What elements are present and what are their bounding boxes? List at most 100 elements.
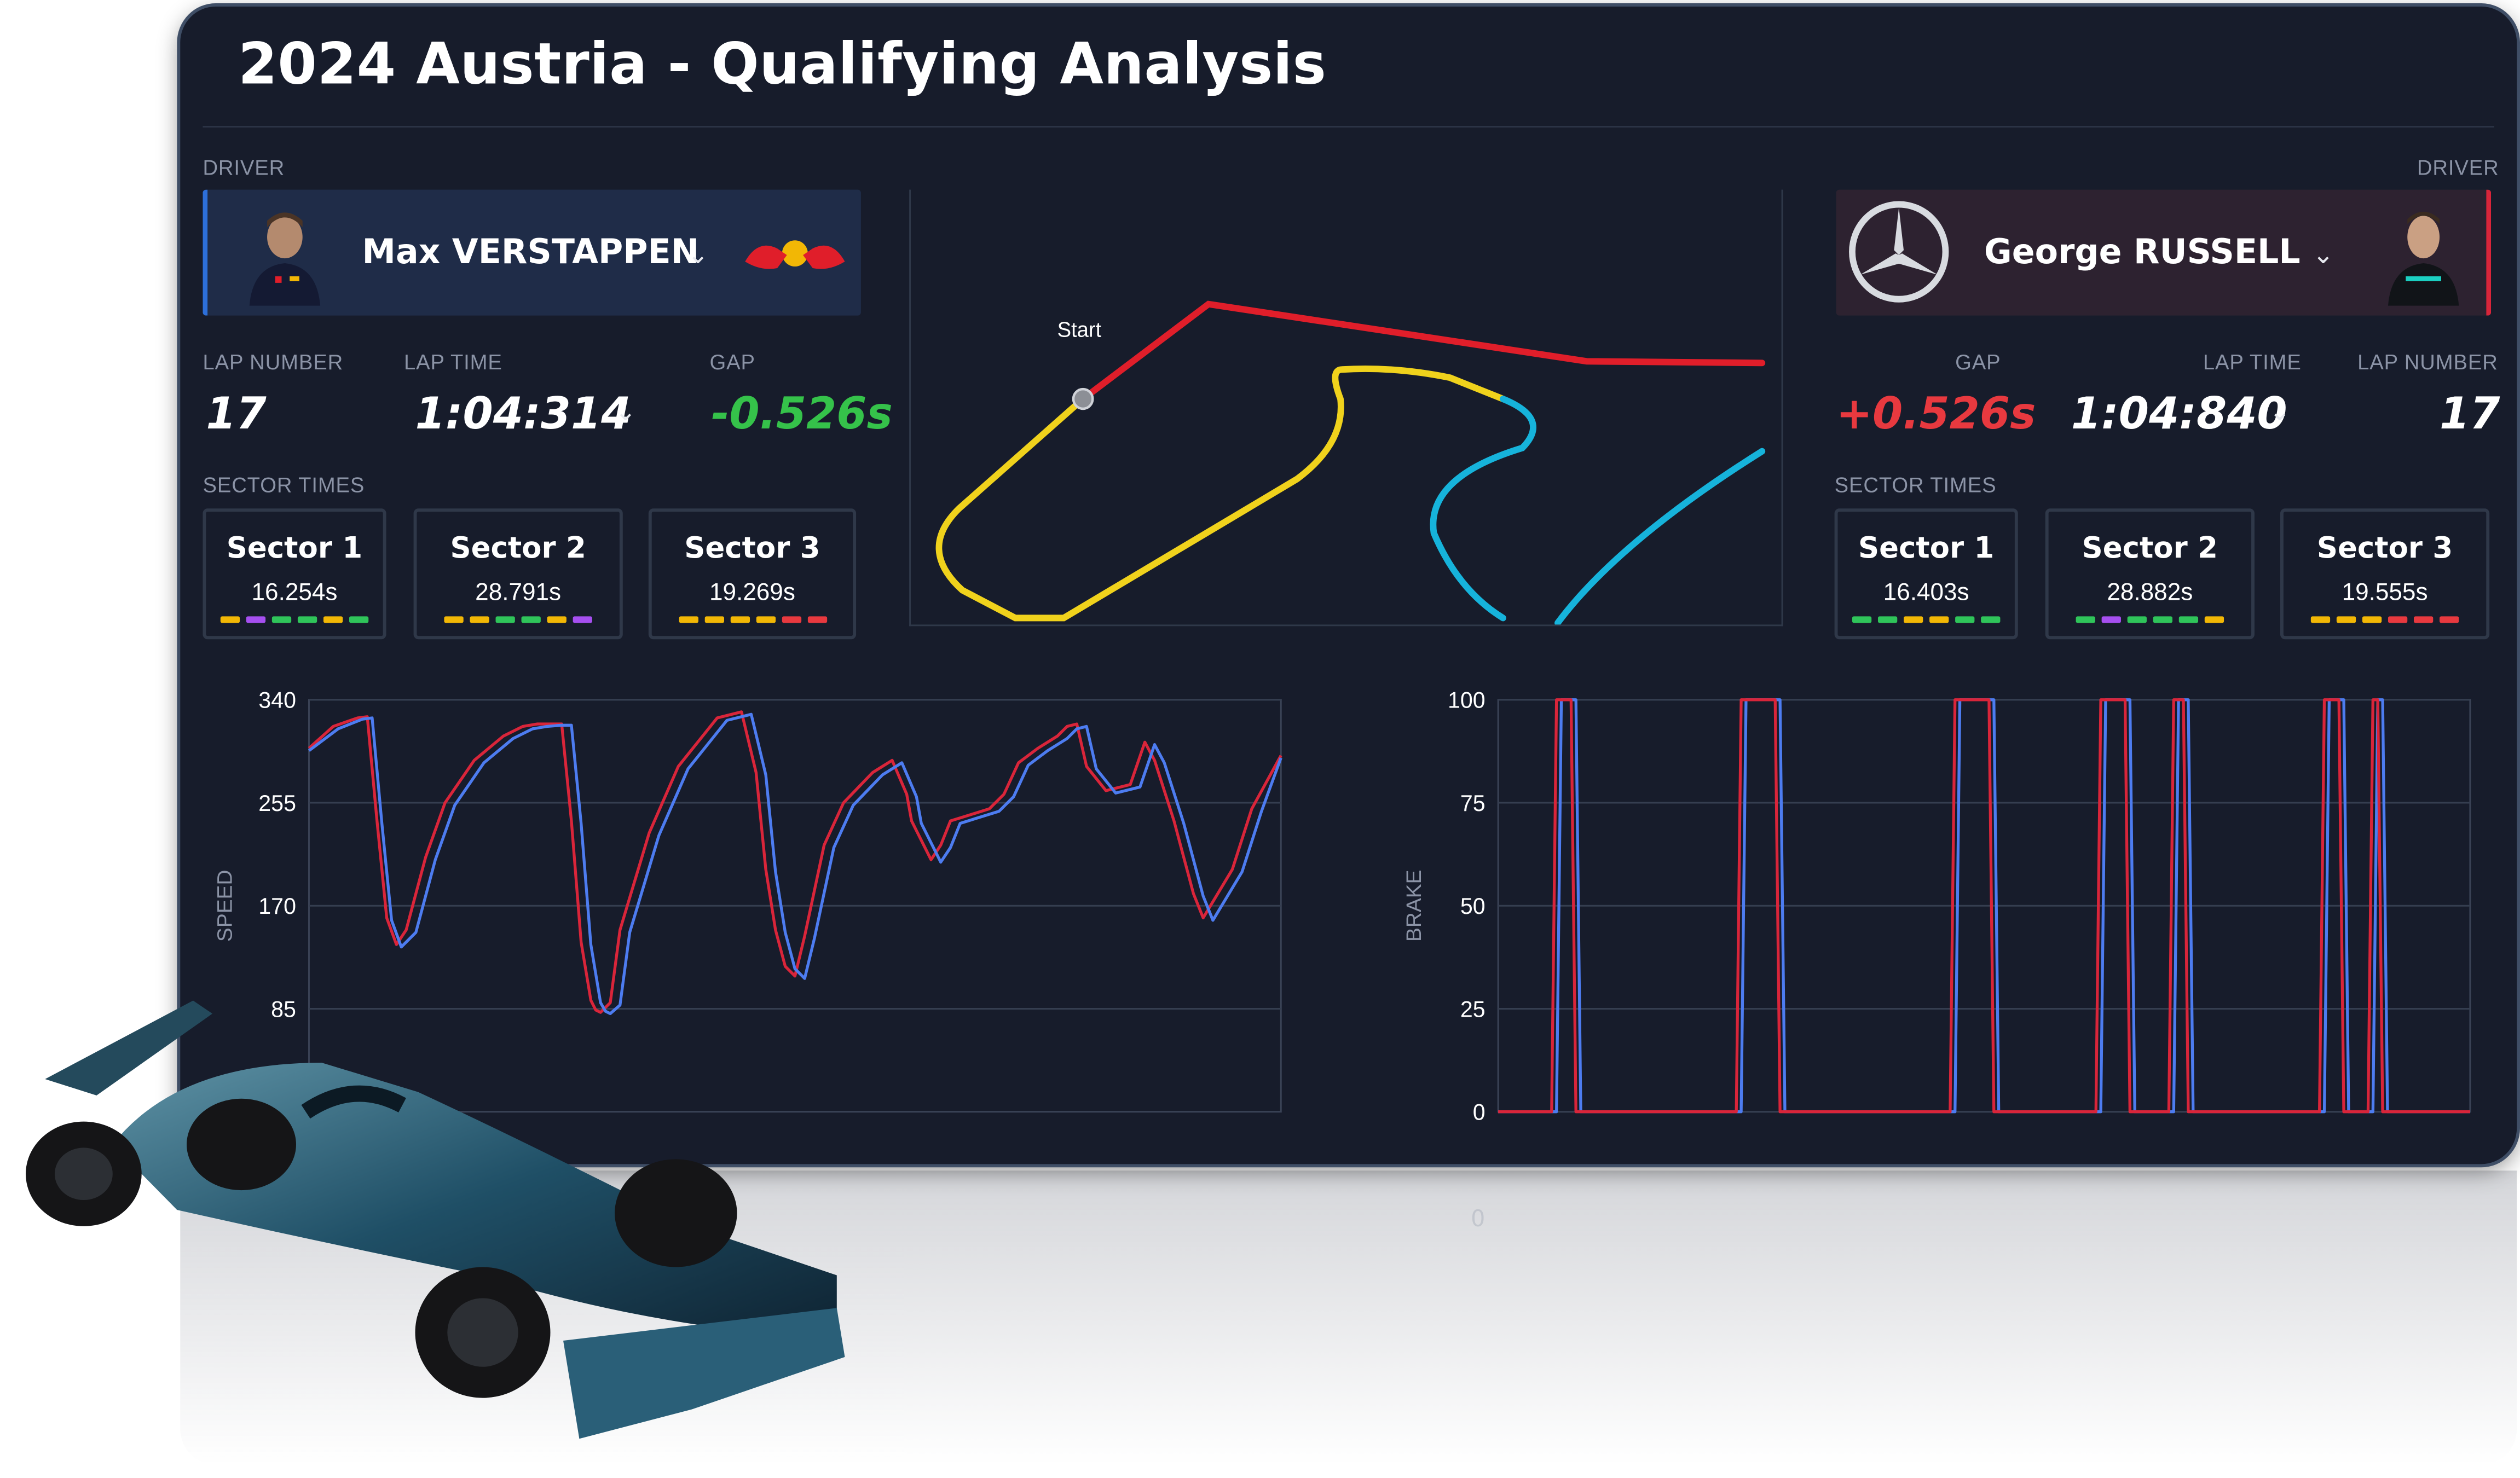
start-label: Start [1057, 318, 1102, 341]
minisector-segment [2127, 616, 2147, 623]
minisector-segment [323, 616, 343, 623]
right-driver-name: George RUSSELL [1984, 232, 2301, 271]
sector-name: Sector 2 [450, 531, 586, 566]
right-sector-3-card: Sector 3 19.555s [2280, 508, 2490, 640]
minisector-segment [781, 616, 801, 623]
left-sector-times-label: SECTOR TIMES [203, 472, 365, 497]
minisector-segment [1852, 616, 1872, 623]
minisector-segment [2336, 616, 2356, 623]
sector-time: 19.269s [709, 578, 795, 607]
minisector-segment [1877, 616, 1898, 623]
y-tick-label: 340 [258, 687, 296, 712]
page-title: 2024 Austria - Qualifying Analysis [238, 32, 1327, 98]
f1-car-render [0, 965, 901, 1471]
right-sector-2-card: Sector 2 28.882s [2045, 508, 2255, 640]
left-sector-2-card: Sector 2 28.791s [413, 508, 623, 640]
left-lap-time: 1:04:314 [415, 389, 632, 440]
track-sector-2 [1079, 300, 1766, 402]
brake-chart: 0 25 50 75 100 BRAKE [1402, 687, 2471, 1125]
minisector-segment [573, 616, 592, 623]
left-driver-name: Max VERSTAPPEN [362, 232, 700, 271]
series-line [1498, 698, 2470, 1114]
y-tick-label: 170 [258, 893, 296, 919]
right-lap-number-label: LAP NUMBER [2357, 350, 2498, 375]
minisector-segment [678, 616, 698, 623]
minisector-segment [2440, 616, 2459, 623]
minisector-segment [2101, 616, 2121, 623]
minisector-segment [1904, 616, 1923, 623]
minisector-segment [2310, 616, 2331, 623]
minisector-segment [2414, 616, 2434, 623]
left-driver-selector[interactable]: Max VERSTAPPEN ⌄ [203, 189, 861, 316]
minisector-segment [246, 616, 266, 623]
sector-name: Sector 3 [684, 531, 820, 566]
minisector-segment [2204, 616, 2224, 623]
minisector-segment [704, 616, 724, 623]
minisector-segment [2153, 616, 2172, 623]
minisector-segment [297, 616, 317, 623]
minisector-segment [755, 616, 775, 623]
sector-name: Sector 2 [2082, 531, 2218, 566]
minisector-segment [349, 616, 369, 623]
speed-chart: 85 170 255 340 SPEED [213, 687, 1282, 1113]
minisector-segment [547, 616, 567, 623]
y-axis-label: SPEED [213, 870, 237, 942]
left-driver-label: DRIVER [203, 155, 285, 180]
minisector-segment [220, 616, 240, 623]
sector-time: 16.254s [251, 578, 338, 607]
series-line [308, 710, 1282, 1014]
right-lap-time: 1:04:840 [2071, 389, 2287, 440]
red-bull-logo [742, 225, 848, 281]
left-gap-value: -0.526s [711, 389, 893, 440]
minisector-segment [1929, 616, 1949, 623]
right-gap-value: +0.526s [1836, 389, 2036, 440]
y-tick-label: 25 [1460, 996, 1486, 1022]
minisector-bar [206, 616, 383, 623]
sector-time: 28.791s [475, 578, 562, 607]
minisector-segment [271, 616, 292, 623]
left-sector-1-card: Sector 1 16.254s [203, 508, 386, 640]
right-driver-avatar [2380, 201, 2467, 306]
minisector-segment [495, 616, 515, 623]
sector-name: Sector 1 [1858, 531, 1995, 566]
lap-time-chevron-down-icon[interactable]: ⌄ [2269, 396, 2291, 427]
left-gap-label: GAP [709, 350, 755, 375]
minisector-segment [1955, 616, 1975, 623]
lap-time-chevron-down-icon[interactable]: ⌄ [615, 396, 637, 427]
right-sector-times-label: SECTOR TIMES [1834, 472, 1997, 497]
chevron-down-icon[interactable]: ⌄ [687, 239, 709, 270]
sector-name: Sector 1 [226, 531, 363, 566]
y-tick-label: 0 [1473, 1099, 1486, 1125]
sector-time: 16.403s [1883, 578, 1969, 607]
minisector-segment [444, 616, 464, 623]
right-gap-label: GAP [1955, 350, 2001, 375]
y-tick-label: 75 [1460, 790, 1486, 816]
track-sector-3 [1430, 396, 1766, 625]
minisector-bar [2049, 616, 2251, 623]
y-tick-label: 85 [271, 996, 296, 1022]
y-tick-label: 50 [1460, 893, 1486, 919]
right-lap-number: 17 [2440, 389, 2500, 440]
sector-name: Sector 3 [2316, 531, 2453, 566]
sector-time: 28.882s [2107, 578, 2193, 607]
right-lap-time-label: LAP TIME [2203, 350, 2302, 375]
left-lap-number: 17 [206, 389, 267, 440]
start-marker-icon [1072, 387, 1094, 410]
dashboard-window: 2024 Austria - Qualifying Analysis DRIVE… [180, 6, 2517, 1164]
chevron-down-icon[interactable]: ⌄ [2312, 239, 2334, 270]
minisector-bar [2284, 616, 2486, 623]
track-sector-1 [935, 365, 1506, 622]
left-sector-3-card: Sector 3 19.269s [648, 508, 857, 640]
y-tick-label: 100 [1448, 687, 1486, 712]
minisector-segment [2388, 616, 2408, 623]
minisector-segment [730, 616, 749, 623]
minisector-segment [2178, 616, 2199, 623]
left-lap-time-label: LAP TIME [403, 350, 502, 375]
minisector-bar [417, 616, 619, 623]
minisector-segment [521, 616, 541, 623]
right-driver-selector[interactable]: George RUSSELL ⌄ [1836, 189, 2492, 316]
series-line [308, 712, 1282, 1016]
left-lap-number-label: LAP NUMBER [203, 350, 344, 375]
y-axis-label: BRAKE [1402, 870, 1426, 942]
